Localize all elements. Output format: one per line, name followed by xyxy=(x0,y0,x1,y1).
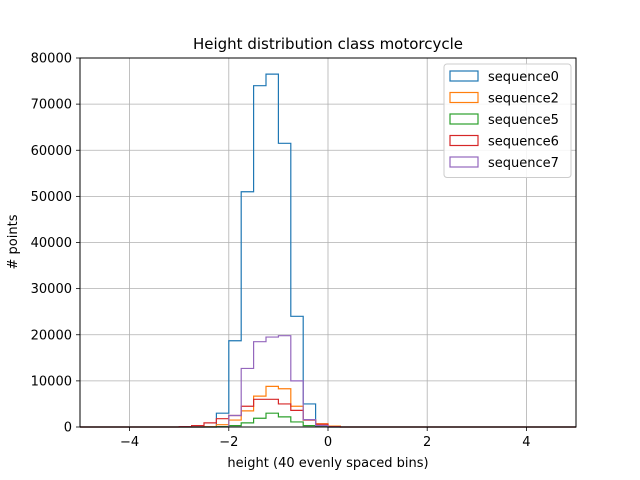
legend-label: sequence2 xyxy=(488,92,559,107)
legend-label: sequence0 xyxy=(488,70,559,85)
y-axis-label: # points xyxy=(6,214,21,269)
y-tick-label: 40000 xyxy=(31,236,72,251)
y-tick-label: 60000 xyxy=(31,144,72,159)
x-axis-label: height (40 evenly spaced bins) xyxy=(227,456,428,471)
x-tick-label: 4 xyxy=(522,435,530,450)
legend: sequence0 sequence2 sequence5 sequence6 sequ… xyxy=(443,63,572,178)
legend-swatch xyxy=(449,91,479,104)
legend-label: sequence5 xyxy=(488,113,559,128)
legend-label: sequence7 xyxy=(488,156,559,171)
y-tick-label: 10000 xyxy=(31,374,72,389)
x-tick-label: 0 xyxy=(324,435,332,450)
y-tick-label: 0 xyxy=(64,421,72,436)
legend-swatch xyxy=(449,113,479,125)
axis-ticks: −4 −2 0 2 4 0 10000 20000 30000 40000 50000 60000 70… xyxy=(31,52,531,451)
legend-swatch xyxy=(449,70,479,82)
y-tick-label: 50000 xyxy=(31,190,72,205)
chart-title: Height distribution class motorcycle xyxy=(193,35,463,53)
legend-swatch xyxy=(449,156,479,168)
legend-label: sequence6 xyxy=(488,135,559,150)
x-tick-label: −2 xyxy=(219,435,238,450)
x-tick-label: −4 xyxy=(120,435,139,450)
legend-swatch xyxy=(449,134,479,147)
y-tick-label: 70000 xyxy=(31,98,72,113)
y-tick-label: 30000 xyxy=(31,282,72,297)
y-tick-label: 20000 xyxy=(31,328,72,343)
y-tick-label: 80000 xyxy=(31,52,72,67)
x-tick-label: 2 xyxy=(423,435,431,450)
